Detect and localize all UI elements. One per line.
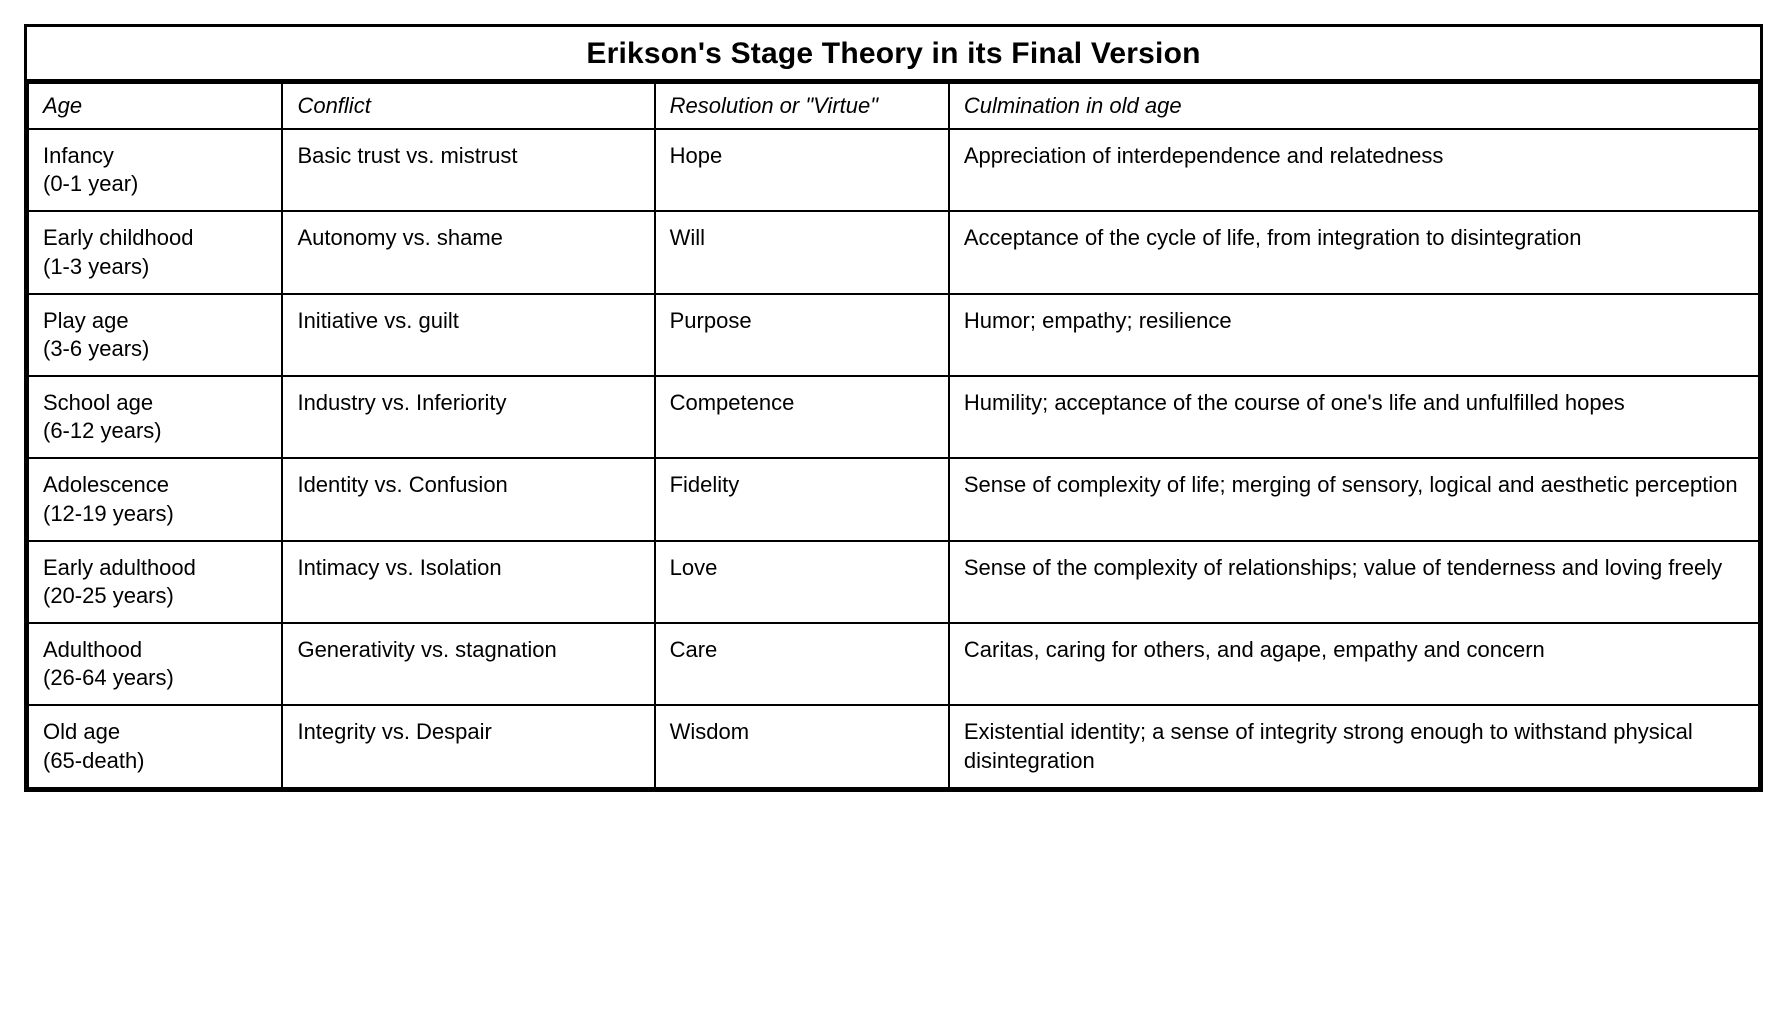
age-name: Adulthood xyxy=(43,636,267,664)
age-name: Early adulthood xyxy=(43,554,267,582)
age-range: (26-64 years) xyxy=(43,664,267,692)
cell-virtue: Competence xyxy=(655,376,949,458)
cell-conflict: Initiative vs. guilt xyxy=(282,294,654,376)
cell-virtue: Care xyxy=(655,623,949,705)
age-range: (12-19 years) xyxy=(43,500,267,528)
table-row: Early childhood (1-3 years) Autonomy vs.… xyxy=(28,211,1759,293)
age-range: (6-12 years) xyxy=(43,417,267,445)
cell-virtue: Love xyxy=(655,541,949,623)
table-row: School age (6-12 years) Industry vs. Inf… xyxy=(28,376,1759,458)
table-title: Erikson's Stage Theory in its Final Vers… xyxy=(27,27,1760,82)
cell-age: Adolescence (12-19 years) xyxy=(28,458,282,540)
col-header-culmination: Culmination in old age xyxy=(949,83,1759,129)
table-header-row: Age Conflict Resolution or "Virtue" Culm… xyxy=(28,83,1759,129)
cell-culmination: Caritas, caring for others, and agape, e… xyxy=(949,623,1759,705)
age-name: Infancy xyxy=(43,142,267,170)
erikson-stage-table-container: Erikson's Stage Theory in its Final Vers… xyxy=(24,24,1763,792)
col-header-virtue: Resolution or "Virtue" xyxy=(655,83,949,129)
cell-culmination: Appreciation of interdependence and rela… xyxy=(949,129,1759,211)
age-name: Old age xyxy=(43,718,267,746)
age-name: School age xyxy=(43,389,267,417)
cell-culmination: Sense of complexity of life; merging of … xyxy=(949,458,1759,540)
age-range: (3-6 years) xyxy=(43,335,267,363)
cell-conflict: Industry vs. Inferiority xyxy=(282,376,654,458)
cell-virtue: Purpose xyxy=(655,294,949,376)
cell-age: Adulthood (26-64 years) xyxy=(28,623,282,705)
cell-conflict: Intimacy vs. Isolation xyxy=(282,541,654,623)
cell-conflict: Autonomy vs. shame xyxy=(282,211,654,293)
cell-age: Play age (3-6 years) xyxy=(28,294,282,376)
cell-culmination: Acceptance of the cycle of life, from in… xyxy=(949,211,1759,293)
age-range: (0-1 year) xyxy=(43,170,267,198)
cell-virtue: Fidelity xyxy=(655,458,949,540)
cell-age: Old age (65-death) xyxy=(28,705,282,787)
cell-conflict: Basic trust vs. mistrust xyxy=(282,129,654,211)
cell-virtue: Wisdom xyxy=(655,705,949,787)
age-range: (65-death) xyxy=(43,747,267,775)
col-header-conflict: Conflict xyxy=(282,83,654,129)
cell-age: Infancy (0-1 year) xyxy=(28,129,282,211)
table-row: Adulthood (26-64 years) Generativity vs.… xyxy=(28,623,1759,705)
erikson-stage-table: Erikson's Stage Theory in its Final Vers… xyxy=(27,27,1760,789)
table-row: Old age (65-death) Integrity vs. Despair… xyxy=(28,705,1759,787)
age-name: Early childhood xyxy=(43,224,267,252)
cell-virtue: Will xyxy=(655,211,949,293)
cell-culmination: Humility; acceptance of the course of on… xyxy=(949,376,1759,458)
age-name: Play age xyxy=(43,307,267,335)
cell-conflict: Identity vs. Confusion xyxy=(282,458,654,540)
age-range: (20-25 years) xyxy=(43,582,267,610)
col-header-age: Age xyxy=(28,83,282,129)
table-row: Early adulthood (20-25 years) Intimacy v… xyxy=(28,541,1759,623)
cell-culmination: Existential identity; a sense of integri… xyxy=(949,705,1759,787)
table-row: Play age (3-6 years) Initiative vs. guil… xyxy=(28,294,1759,376)
cell-culmination: Humor; empathy; resilience xyxy=(949,294,1759,376)
table-row: Adolescence (12-19 years) Identity vs. C… xyxy=(28,458,1759,540)
table-body: Infancy (0-1 year) Basic trust vs. mistr… xyxy=(28,129,1759,788)
age-name: Adolescence xyxy=(43,471,267,499)
cell-culmination: Sense of the complexity of relationships… xyxy=(949,541,1759,623)
cell-virtue: Hope xyxy=(655,129,949,211)
cell-conflict: Generativity vs. stagnation xyxy=(282,623,654,705)
table-row: Infancy (0-1 year) Basic trust vs. mistr… xyxy=(28,129,1759,211)
cell-age: Early adulthood (20-25 years) xyxy=(28,541,282,623)
cell-conflict: Integrity vs. Despair xyxy=(282,705,654,787)
cell-age: School age (6-12 years) xyxy=(28,376,282,458)
cell-age: Early childhood (1-3 years) xyxy=(28,211,282,293)
age-range: (1-3 years) xyxy=(43,253,267,281)
